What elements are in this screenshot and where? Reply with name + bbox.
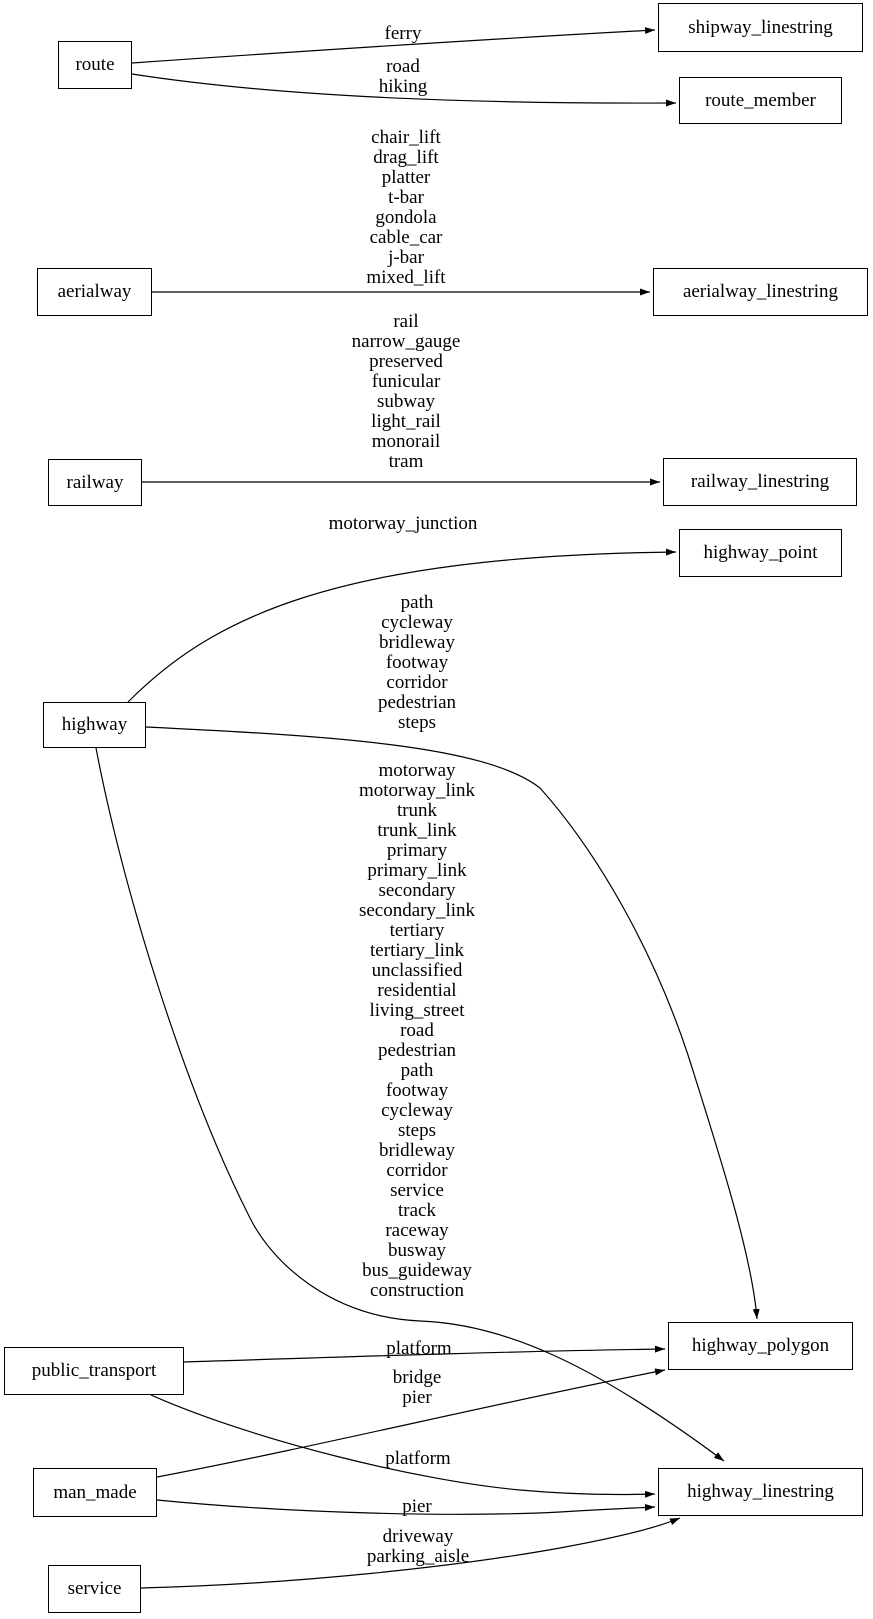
edge-man_made-to-highway_linestring: [156, 1499, 656, 1515]
edge-highway-to-highway_point: [127, 548, 677, 703]
node-label-highway: highway: [61, 714, 128, 735]
node-label-route_member: route_member: [705, 89, 816, 111]
node-highway_polygon: highway_polygon: [668, 1322, 853, 1370]
edge-service-to-highway_linestring: [140, 1517, 681, 1589]
edge-label-public_transport-to-highway_linestring: platform: [385, 1448, 451, 1469]
node-railway: railway: [48, 459, 142, 506]
edge-route-to-route_member: [131, 73, 677, 107]
edge-label-man_made-to-highway_polygon: bridge pier: [392, 1367, 442, 1408]
edge-public_transport-to-highway_polygon: [183, 1345, 666, 1363]
node-label-service: service: [67, 1578, 122, 1599]
node-route: route: [58, 41, 132, 89]
edge-label-aerialway-to-aerialway_linestring: chair_lift drag_lift platter t-bar gondo…: [366, 127, 446, 288]
edge-man_made-to-highway_polygon: [156, 1368, 666, 1478]
edge-label-highway-to-highway_point: motorway_junction: [328, 513, 478, 534]
node-label-aerialway: aerialway: [57, 281, 132, 302]
node-highway_linestring: highway_linestring: [658, 1468, 863, 1516]
edge-label-public_transport-to-highway_polygon: platform: [386, 1338, 452, 1359]
node-label-highway_point: highway_point: [703, 542, 818, 563]
node-aerialway: aerialway: [37, 268, 152, 316]
node-label-public_transport: public_transport: [31, 1360, 157, 1381]
edge-label-highway-to-highway_linestring: motorway motorway_link trunk trunk_link …: [358, 760, 476, 1301]
node-label-shipway_linestring: shipway_linestring: [688, 16, 833, 38]
edge-label-route-to-route_member: road hiking: [378, 56, 428, 97]
node-railway_linestring: railway_linestring: [663, 458, 857, 506]
node-label-route: route: [75, 54, 115, 75]
edge-label-service-to-highway_linestring: driveway parking_aisle: [366, 1526, 470, 1567]
edge-highway-to-highway_polygon: [145, 726, 760, 1320]
edge-label-man_made-to-highway_linestring: pier: [402, 1496, 432, 1517]
node-highway_point: highway_point: [679, 529, 842, 577]
node-label-man_made: man_made: [53, 1481, 137, 1503]
node-label-aerialway_linestring: aerialway_linestring: [682, 281, 839, 302]
node-label-railway: railway: [66, 471, 124, 493]
node-label-highway_linestring: highway_linestring: [687, 1481, 834, 1502]
node-route_member: route_member: [679, 77, 842, 124]
node-public_transport: public_transport: [4, 1347, 184, 1395]
edge-public_transport-to-highway_linestring: [150, 1394, 656, 1498]
node-shipway_linestring: shipway_linestring: [658, 3, 863, 52]
edge-label-railway-to-railway_linestring: rail narrow_gauge preserved funicular su…: [351, 311, 461, 472]
node-aerialway_linestring: aerialway_linestring: [653, 268, 868, 316]
edge-label-highway-to-highway_polygon: path cycleway bridleway footway corridor…: [377, 592, 457, 733]
node-label-highway_polygon: highway_polygon: [691, 1335, 830, 1356]
edge-route-to-shipway_linestring: [131, 27, 656, 64]
edge-label-route-to-shipway_linestring: ferry: [384, 23, 422, 44]
node-highway: highway: [43, 702, 146, 748]
node-man_made: man_made: [33, 1468, 157, 1517]
node-service: service: [48, 1565, 141, 1613]
node-label-railway_linestring: railway_linestring: [690, 471, 830, 492]
edge-highway-to-highway_linestring: [95, 747, 725, 1462]
